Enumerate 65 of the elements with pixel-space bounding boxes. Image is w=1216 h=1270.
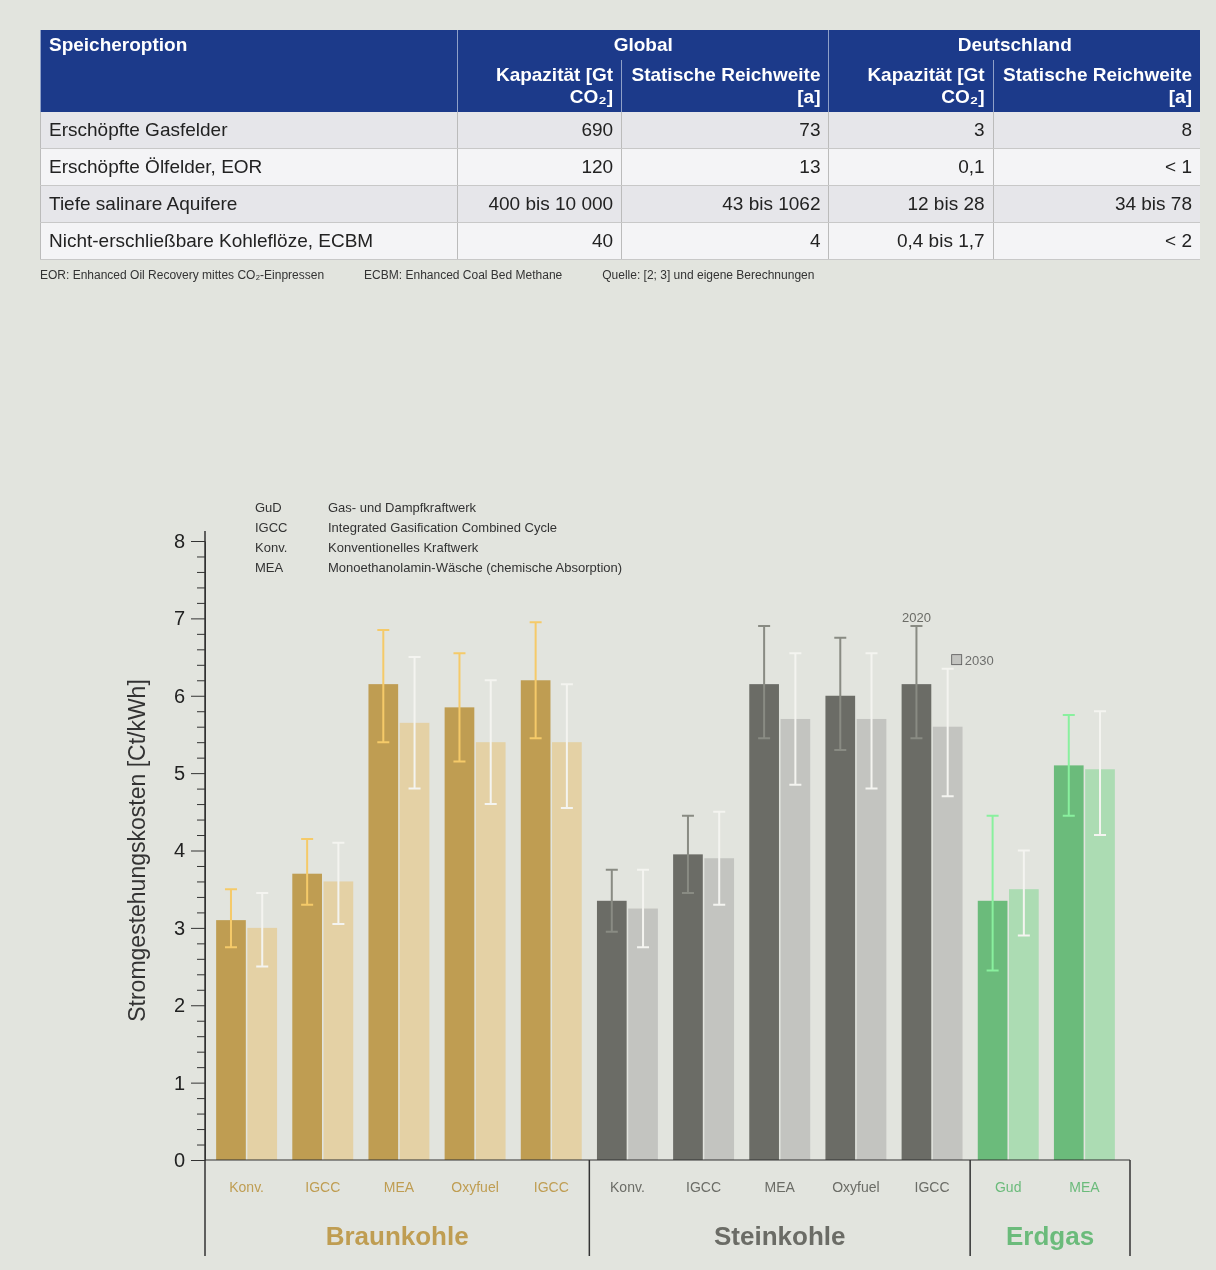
text: < 1 <box>1165 156 1192 177</box>
y-tick-label: 7 <box>173 607 185 630</box>
text: 0,4 bis 1,7 <box>896 230 985 251</box>
annotation: Konv. <box>255 540 288 555</box>
text: 43 bis 1062 <box>722 193 821 214</box>
annotation: Konventionelles Kraftwerk <box>328 540 479 555</box>
text: 4 <box>809 230 821 251</box>
text: 40 <box>591 230 614 251</box>
y-tick-label: 4 <box>173 839 185 862</box>
text: 73 <box>799 119 821 140</box>
text: 400 bis 10 000 <box>488 193 614 214</box>
x-tick-label: Oxyfuel <box>451 1179 499 1195</box>
annotation: Monoethanolamin-Wäsche (chemische Absorption) <box>328 560 623 575</box>
y-tick-label: 6 <box>173 684 185 707</box>
y-tick-label: 2 <box>173 994 185 1017</box>
text: Steinkohle <box>714 1221 846 1251</box>
annotation: MEA <box>255 560 284 575</box>
x-tick-label: Oxyfuel <box>832 1179 880 1195</box>
y-tick-label: 1 <box>173 1071 185 1094</box>
x-tick-label: Gud <box>995 1179 1022 1195</box>
y-tick-label: 3 <box>173 916 185 939</box>
text: Gas- und Dampfkraftwerk <box>328 500 477 515</box>
source-note: Quelle: [2; 3] und eigene Berechnungen <box>602 268 815 282</box>
text: 2020 <box>901 610 931 626</box>
text: Deutschland <box>828 30 1200 60</box>
y-tick-label: 0 <box>173 1148 185 1171</box>
category-label: Erschöpfte Gasfelder <box>49 119 228 140</box>
text: 3 <box>974 119 985 140</box>
legend-label: 2030 <box>964 652 994 668</box>
category-label: Tiefe salinare Aquifere <box>49 193 238 214</box>
y-tick-label: 8 <box>173 529 185 552</box>
x-tick-label: IGCC <box>914 1179 950 1195</box>
text: Global <box>457 30 829 60</box>
text: IGCC <box>255 520 288 535</box>
category-label: Nicht-erschließbare Kohleflöze, ECBM <box>49 230 374 251</box>
category-label: Erschöpfte Ölfelder, EOR <box>49 156 263 177</box>
text: GuD <box>255 500 282 515</box>
text: 120 <box>581 156 614 177</box>
category-label: Kapazität [Gt CO₂] <box>457 60 622 112</box>
text: Integrated Gasification Combined Cycle <box>328 520 558 535</box>
category-label: Statische Reichweite [a] <box>993 60 1200 112</box>
x-tick-label: IGCC <box>533 1179 569 1195</box>
x-tick-label: IGCC <box>686 1179 722 1195</box>
text: 0,1 <box>958 156 985 177</box>
category-label: Statische Reichweite [a] <box>621 60 829 112</box>
x-tick-label: MEA <box>383 1179 415 1195</box>
y-axis-title: Stromgestehungskosten [Ct/kWh] <box>124 679 150 1022</box>
text: 13 <box>799 156 821 177</box>
category-label: Kapazität [Gt CO₂] <box>828 60 994 112</box>
x-tick-label: MEA <box>764 1179 796 1195</box>
x-tick-label: Konv. <box>610 1179 645 1195</box>
x-tick-label: IGCC <box>305 1179 341 1195</box>
text: EOR: Enhanced Oil Recovery mittes CO₂-Einpressen <box>40 268 325 282</box>
x-tick-label: MEA <box>1069 1179 1101 1195</box>
text: 690 <box>581 119 614 140</box>
x-tick-label: Konv. <box>229 1179 264 1195</box>
text: ECBM: Enhanced Coal Bed Methane <box>364 268 563 282</box>
text: Braunkohle <box>325 1221 469 1251</box>
y-tick-label: 5 <box>173 762 185 785</box>
text: 12 bis 28 <box>907 193 985 214</box>
text: < 2 <box>1165 230 1192 251</box>
text: Speicheroption <box>40 30 458 112</box>
text: 8 <box>1181 119 1192 140</box>
text: 34 bis 78 <box>1114 193 1192 214</box>
text: Erdgas <box>1006 1221 1095 1251</box>
